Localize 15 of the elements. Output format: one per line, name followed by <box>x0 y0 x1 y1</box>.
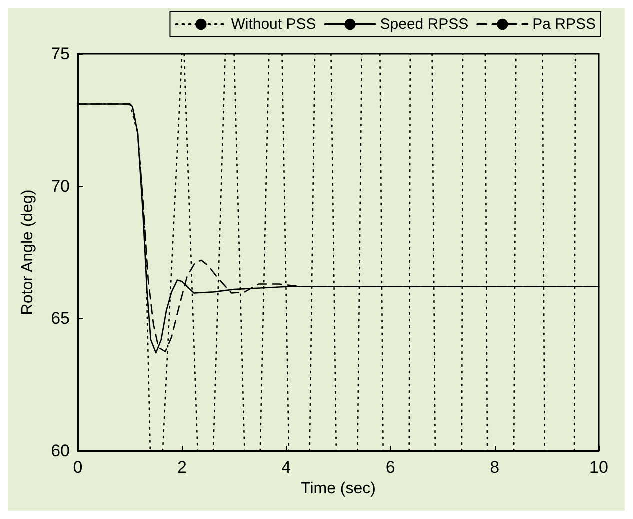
y-tick-label: 70 <box>51 176 70 196</box>
legend-label: Speed RPSS <box>380 16 469 33</box>
x-tick-label: 0 <box>73 458 83 477</box>
legend-label: Pa RPSS <box>532 16 596 33</box>
y-axis-title: Rotor Angle (deg) <box>20 190 36 316</box>
y-tick-label: 65 <box>51 309 70 328</box>
x-tick-label: 6 <box>386 458 396 477</box>
x-tick-label: 4 <box>282 458 292 477</box>
x-axis-title: Time (sec) <box>301 480 376 498</box>
x-tick-label: 2 <box>177 458 187 477</box>
legend-label: Without PSS <box>231 16 316 33</box>
x-tick-label: 8 <box>490 458 500 477</box>
x-tick-label: 10 <box>590 458 608 477</box>
y-tick-label: 75 <box>51 44 70 64</box>
y-tick-label: 60 <box>51 442 70 460</box>
